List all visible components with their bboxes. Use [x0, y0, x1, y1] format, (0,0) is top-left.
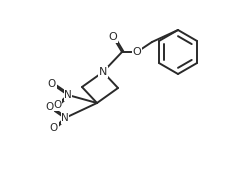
Text: O: O: [50, 123, 58, 133]
Text: N: N: [61, 113, 69, 123]
Text: N: N: [99, 67, 107, 77]
Text: O: O: [45, 102, 53, 112]
Text: O: O: [53, 100, 61, 110]
Text: O: O: [48, 79, 56, 89]
Text: O: O: [133, 47, 141, 57]
Text: O: O: [109, 32, 117, 42]
Text: N: N: [64, 90, 72, 100]
